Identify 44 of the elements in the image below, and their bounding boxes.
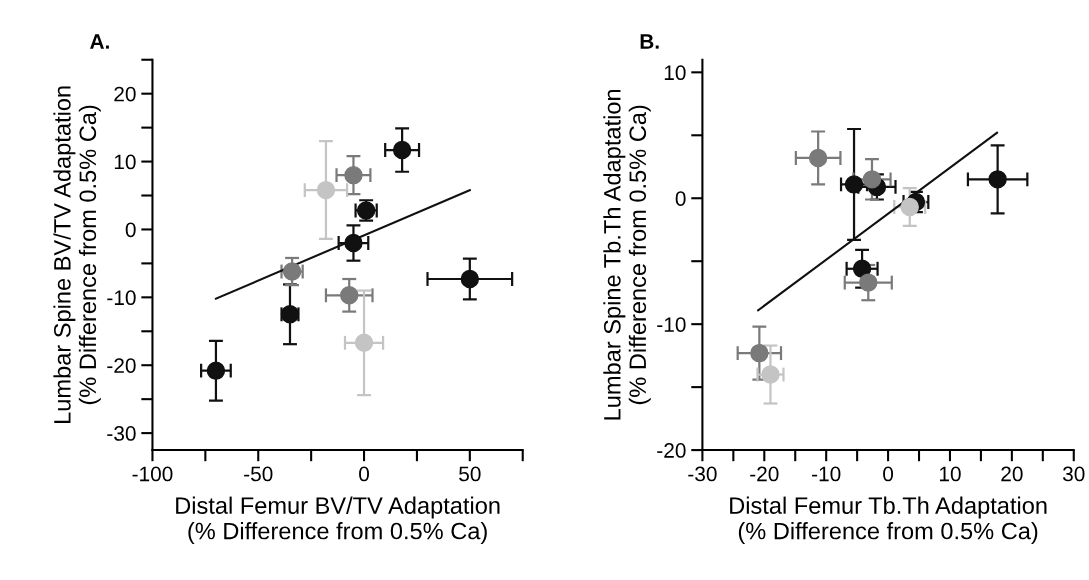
point [808, 148, 828, 168]
point [206, 361, 226, 380]
y-tick-label: -20 [107, 358, 136, 373]
x-tick-label: 0 [359, 466, 370, 482]
y-axis-title: Lumbar Spine BV/TV Adaptation (% Difference from 0.5% Ca) [53, 86, 101, 423]
point [340, 286, 359, 305]
point [844, 175, 864, 194]
x-axis-title: Distal Femur BV/TV Adaptation (% Difference from 0.5% Ca) [176, 496, 500, 545]
x-tick-label: -30 [688, 466, 717, 482]
chart-title: A. [90, 34, 109, 49]
point [900, 197, 919, 217]
point [392, 140, 412, 160]
x-axis-title: Distal Femur Tb.Th Adaptation (% Difference from 0.5% Ca) [730, 496, 1047, 545]
point [460, 269, 480, 289]
x-tick-label: 20 [1001, 466, 1023, 482]
point [862, 170, 882, 189]
point [750, 343, 769, 363]
x-tick-label: 10 [939, 466, 961, 482]
x-tick-label: 50 [459, 466, 481, 482]
y-tick-label: 10 [114, 154, 136, 170]
y-axis-title: Lumbar Spine Tb.Th Adaptation (% Difference from 0.5% Ca) [603, 89, 651, 420]
y-tick-label: 0 [125, 222, 136, 238]
x-tick-label: 0 [883, 466, 894, 482]
point [344, 165, 363, 185]
point [852, 259, 872, 278]
x-tick-label: -20 [750, 466, 779, 482]
y-tick-label: 20 [114, 86, 136, 102]
y-tick-label: 0 [675, 191, 686, 206]
point [344, 233, 363, 253]
x-tick-label: -100 [132, 466, 173, 482]
chart-title: B. [640, 34, 659, 49]
y-tick-label: -10 [107, 290, 136, 306]
y-tick-label: -30 [107, 426, 136, 441]
point [859, 273, 878, 292]
point [316, 180, 336, 200]
point [354, 333, 374, 353]
point [988, 170, 1007, 189]
x-tick-label: -10 [812, 466, 841, 482]
y-tick-label: 10 [664, 65, 686, 81]
x-tick-label: -50 [244, 466, 273, 482]
x-tick-label: 30 [1062, 466, 1085, 482]
y-tick-label: -10 [657, 317, 686, 332]
point [761, 365, 780, 384]
y-tick-label: -20 [657, 443, 686, 458]
